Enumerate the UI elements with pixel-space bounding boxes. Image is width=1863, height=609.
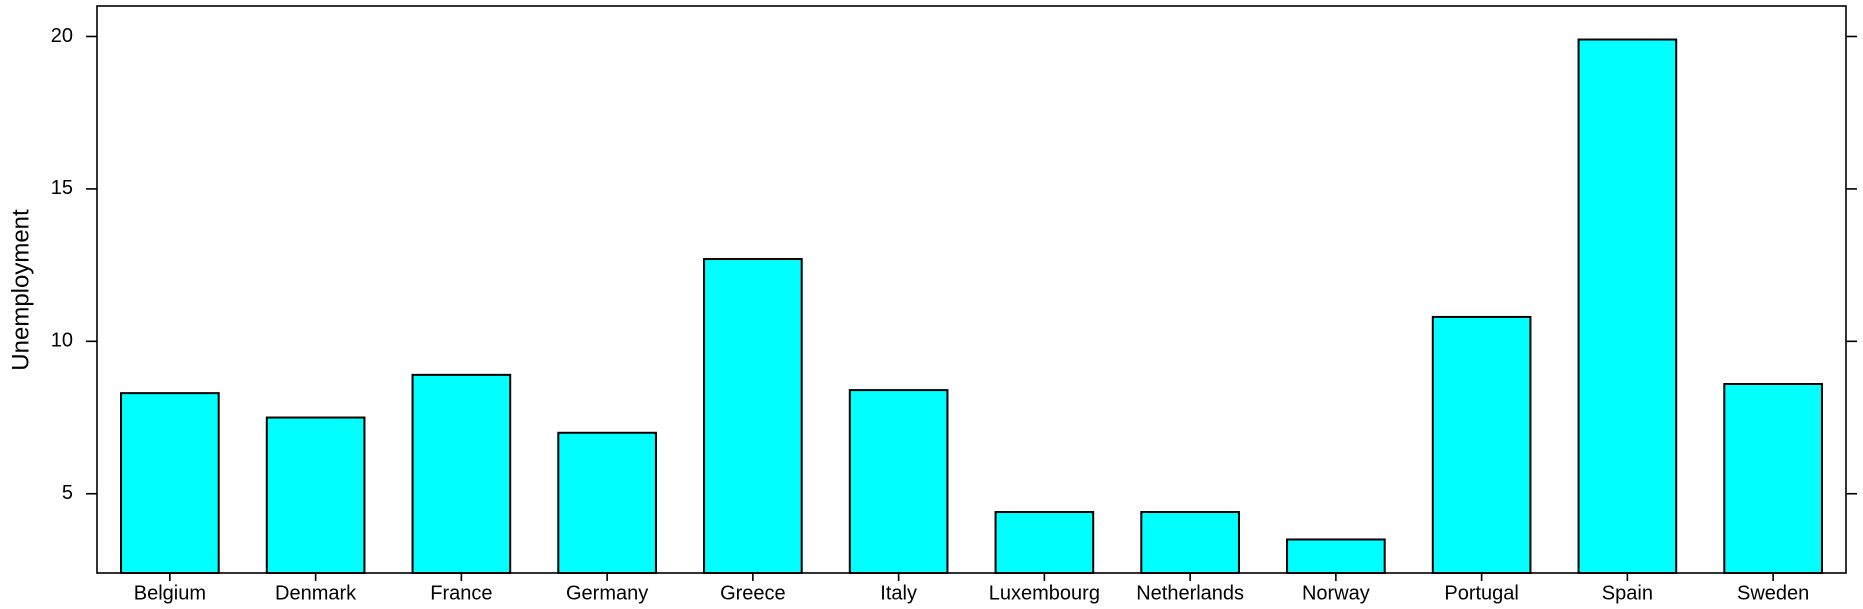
- bar-luxembourg: [994, 511, 1095, 575]
- bar-norway: [1286, 538, 1386, 574]
- y-tick-label: 15: [51, 177, 73, 199]
- x-tick-label: Norway: [1302, 582, 1370, 604]
- y-tick-label: 20: [51, 25, 73, 47]
- bar-greece: [703, 258, 803, 574]
- x-tick-label: Italy: [880, 582, 917, 604]
- x-tick-label: Belgium: [134, 582, 206, 604]
- x-tick-label: Greece: [720, 582, 786, 604]
- x-tick-label: Sweden: [1737, 582, 1809, 604]
- x-tick-label: France: [430, 582, 492, 604]
- y-axis: 5 10 15 20: [51, 25, 1857, 504]
- x-tick-label: Luxembourg: [989, 582, 1100, 604]
- x-tick-label: Netherlands: [1136, 582, 1244, 604]
- x-tick-label: Spain: [1602, 582, 1653, 604]
- x-tick-label: Denmark: [275, 582, 357, 604]
- y-tick-label: 5: [62, 482, 73, 504]
- bars-group: [120, 38, 1823, 575]
- plot-frame: [96, 5, 1847, 574]
- bar-portugal: [1431, 315, 1532, 574]
- x-tick-label: Portugal: [1444, 582, 1519, 604]
- bar-italy: [848, 389, 949, 574]
- bar-sweden: [1723, 383, 1823, 574]
- bar-spain: [1577, 38, 1678, 574]
- x-axis-labels: Belgium Denmark France Germany Greece Italy Lu…: [134, 573, 1809, 604]
- bar-germany: [557, 431, 657, 574]
- y-tick-label: 10: [51, 330, 73, 352]
- bar-denmark: [265, 416, 366, 574]
- x-tick-label: Germany: [566, 582, 648, 604]
- bar-france: [411, 373, 512, 574]
- y-axis-label: Unemployment: [7, 209, 34, 371]
- bar-netherlands: [1140, 511, 1240, 575]
- bar-belgium: [120, 392, 220, 575]
